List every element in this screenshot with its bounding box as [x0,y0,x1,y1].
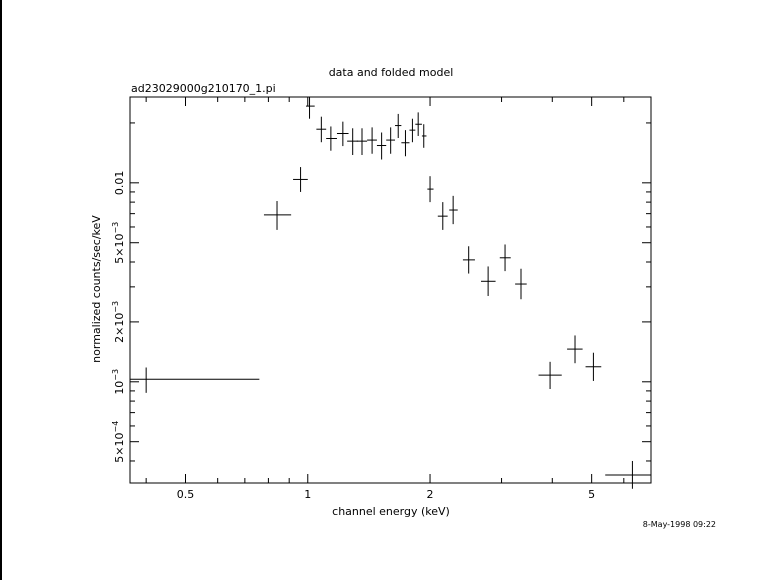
data-point [336,121,349,147]
data-points [130,97,651,489]
plot-frame [129,96,652,484]
data-point [585,352,602,381]
data-point [415,112,422,136]
x-tick-label: 1 [304,488,311,501]
data-point [326,126,337,151]
data-point [386,127,396,154]
data-point [263,201,292,230]
timestamp: 8-May-1998 09:22 [643,520,716,529]
chart-subtitle: ad23029000g210170_1.pi [131,82,276,95]
x-tick-label: 2 [427,488,434,501]
y-tick-label: 5×10−3 [111,222,126,264]
data-point [567,335,583,364]
x-tick-label: 5 [588,488,595,501]
chart-title: data and folded model [329,66,454,79]
data-point [515,268,527,300]
y-tick-label: 2×10−3 [111,301,126,343]
data-point [409,118,416,143]
window-edge [0,0,2,580]
data-point [293,167,308,192]
data-point [499,244,511,272]
y-tick-label: 5×10−4 [111,421,126,463]
data-point [130,367,260,393]
x-axis-label: channel energy (keV) [332,505,450,518]
data-point [305,97,315,119]
data-point [437,202,448,230]
data-point [538,361,562,390]
y-tick-label: 10−3 [111,369,126,395]
data-point [347,128,359,155]
x-tick-label: 0.5 [177,488,195,501]
data-point [449,195,458,225]
data-point [356,128,368,155]
data-point [395,113,402,138]
data-point [421,124,427,148]
data-point [427,176,434,203]
x-axis-ticks: 0.5 1 2 5 [145,97,652,501]
data-point [462,246,475,274]
data-point [316,116,327,143]
data-point [401,130,410,157]
data-point [367,127,377,154]
data-point [480,266,496,296]
y-axis-label: normalized counts/sec/keV [90,215,103,363]
data-point [376,132,387,160]
y-axis-ticks: 5×10−4 10−3 2×10−3 5×10−3 0.01 [111,122,651,463]
data-point [605,460,651,489]
y-tick-label: 0.01 [113,171,126,196]
